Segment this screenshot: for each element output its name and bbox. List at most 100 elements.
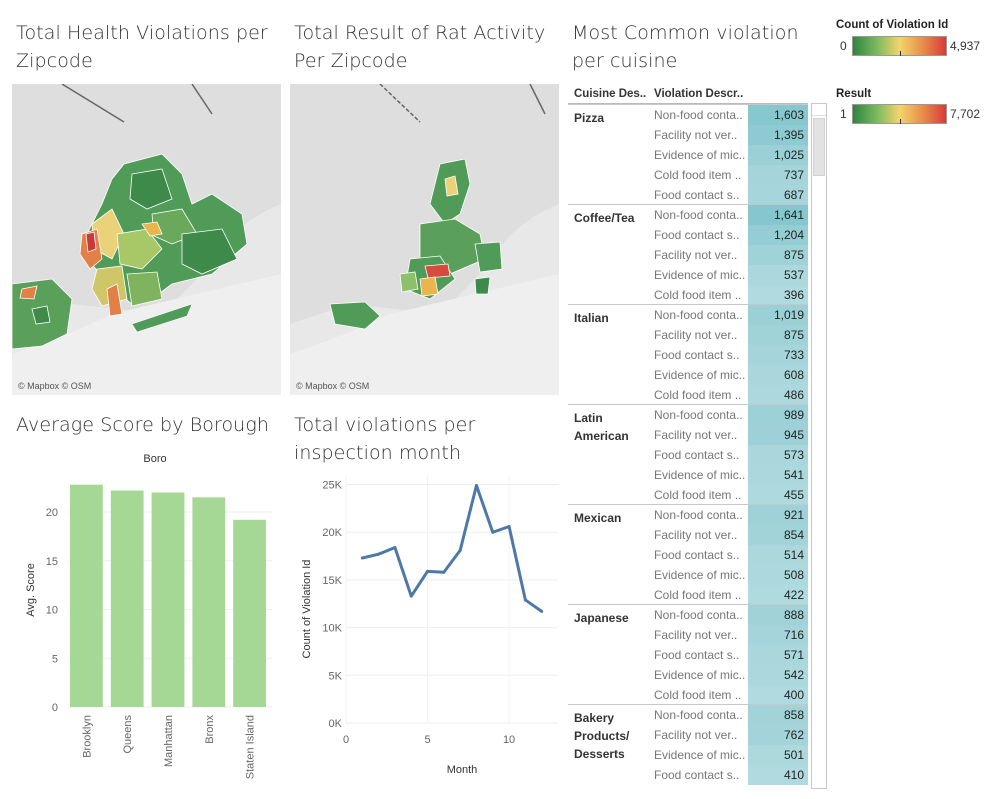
violation-count: 541 bbox=[748, 465, 808, 485]
cuisine-group: Pizza Non-food conta.. 1,603 Facility not v… bbox=[568, 104, 808, 205]
cuisine-label[interactable]: Italian bbox=[574, 311, 609, 325]
monthly-violations-line bbox=[361, 483, 543, 613]
table-row[interactable]: Food contact s.. 514 bbox=[568, 545, 808, 565]
violation-count: 875 bbox=[748, 325, 808, 345]
violation-count: 854 bbox=[748, 525, 808, 545]
violation-description: Non-food conta.. bbox=[654, 608, 743, 622]
result-legend-gradient[interactable] bbox=[852, 104, 947, 124]
table-row[interactable]: Facility not ver.. 945 bbox=[568, 425, 808, 445]
x-axis-title: Month bbox=[447, 764, 478, 776]
violation-count: 1,603 bbox=[748, 105, 808, 125]
violation-count: 422 bbox=[748, 585, 808, 605]
violation-legend-tick bbox=[900, 51, 901, 56]
table-row[interactable]: Food contact s.. 573 bbox=[568, 445, 808, 465]
y-tick-label: 0 bbox=[52, 702, 58, 714]
table-row[interactable]: Evidence of mic.. 501 bbox=[568, 745, 808, 765]
y-tick-label: 5 bbox=[52, 653, 58, 665]
table-row[interactable]: Cold food item .. 422 bbox=[568, 585, 808, 605]
y-tick-label: 20 bbox=[46, 507, 58, 519]
violations-zip-shapes bbox=[12, 153, 248, 350]
rat-map[interactable]: © Mapbox © OSM bbox=[290, 84, 559, 395]
table-row[interactable]: Evidence of mic.. 508 bbox=[568, 565, 808, 585]
violation-description: Evidence of mic.. bbox=[654, 268, 746, 282]
violation-description: Facility not ver.. bbox=[654, 528, 738, 542]
cuisine-label[interactable]: Pizza bbox=[574, 111, 605, 125]
table-row[interactable]: Food contact s.. 1,204 bbox=[568, 225, 808, 245]
table-row[interactable]: Cold food item .. 455 bbox=[568, 485, 808, 505]
line-point bbox=[426, 569, 430, 573]
map-attribution[interactable]: © Mapbox © OSM bbox=[18, 381, 92, 391]
violation-count: 508 bbox=[748, 565, 808, 585]
table-row[interactable]: Non-food conta.. 1,641 bbox=[568, 205, 808, 225]
violation-count: 542 bbox=[748, 665, 808, 685]
violations-map[interactable]: © Mapbox © OSM bbox=[12, 84, 281, 395]
violation-description: Facility not ver.. bbox=[654, 428, 738, 442]
table-row[interactable]: Non-food conta.. 921 bbox=[568, 505, 808, 525]
cuisine-label[interactable]: Mexican bbox=[574, 511, 622, 525]
table-row[interactable]: Cold food item .. 737 bbox=[568, 165, 808, 185]
result-legend-tick bbox=[900, 119, 901, 124]
x-tick-label: 5 bbox=[424, 734, 430, 746]
violation-count: 762 bbox=[748, 725, 808, 745]
violation-description: Food contact s.. bbox=[654, 228, 740, 242]
table-row[interactable]: Facility not ver.. 716 bbox=[568, 625, 808, 645]
violation-count: 945 bbox=[748, 425, 808, 445]
result-legend-max: 7,702 bbox=[950, 107, 981, 121]
table-row[interactable]: Cold food item .. 486 bbox=[568, 385, 808, 405]
table-row[interactable]: Non-food conta.. 888 bbox=[568, 605, 808, 625]
table-row[interactable]: Facility not ver.. 875 bbox=[568, 245, 808, 265]
violation-count: 888 bbox=[748, 605, 808, 625]
x-tick-label: Staten Island bbox=[245, 715, 257, 779]
scroll-thumb[interactable] bbox=[813, 118, 825, 176]
table-row[interactable]: Evidence of mic.. 1,025 bbox=[568, 145, 808, 165]
line-point bbox=[377, 552, 381, 556]
rat-zip-title: Total Result of Rat Activity Per Zipcode bbox=[294, 22, 546, 72]
table-row[interactable]: Non-food conta.. 989 bbox=[568, 405, 808, 425]
table-row[interactable]: Evidence of mic.. 542 bbox=[568, 665, 808, 685]
violation-description: Cold food item .. bbox=[654, 488, 742, 502]
cuisine-label[interactable]: Bakery Products/ Desserts bbox=[574, 711, 630, 761]
table-row[interactable]: Non-food conta.. 1,603 bbox=[568, 105, 808, 125]
violation-description: Non-food conta.. bbox=[654, 408, 743, 422]
table-row[interactable]: Evidence of mic.. 608 bbox=[568, 365, 808, 385]
table-scrollbar[interactable] bbox=[811, 103, 827, 789]
violation-count: 733 bbox=[748, 345, 808, 365]
table-row[interactable]: Facility not ver.. 854 bbox=[568, 525, 808, 545]
table-row[interactable]: Facility not ver.. 762 bbox=[568, 725, 808, 745]
table-row[interactable]: Non-food conta.. 858 bbox=[568, 705, 808, 725]
bar-brooklyn bbox=[70, 484, 103, 707]
table-row[interactable]: Food contact s.. 571 bbox=[568, 645, 808, 665]
violation-description: Non-food conta.. bbox=[654, 308, 743, 322]
rat-zip-shapes bbox=[329, 158, 503, 330]
table-row[interactable]: Cold food item .. 396 bbox=[568, 285, 808, 305]
table-row[interactable]: Cold food item .. 400 bbox=[568, 685, 808, 705]
table-row[interactable]: Food contact s.. 687 bbox=[568, 185, 808, 205]
cuisine-group: Coffee/Tea Non-food conta.. 1,641 Food cont… bbox=[568, 204, 808, 305]
table-row[interactable]: Facility not ver.. 875 bbox=[568, 325, 808, 345]
violations-map-canvas bbox=[12, 84, 281, 395]
cuisine-label[interactable]: Japanese bbox=[574, 611, 629, 625]
table-row[interactable]: Evidence of mic.. 537 bbox=[568, 265, 808, 285]
header-violation[interactable]: Violation Descr.. bbox=[654, 88, 744, 100]
violation-legend-gradient[interactable] bbox=[852, 36, 947, 56]
header-cuisine[interactable]: Cuisine Des.. bbox=[574, 88, 647, 100]
y-tick-label: 10 bbox=[46, 605, 58, 617]
cuisine-label[interactable]: Coffee/Tea bbox=[574, 211, 635, 225]
y-axis-title: Avg. Score bbox=[25, 563, 37, 617]
table-row[interactable]: Evidence of mic.. 541 bbox=[568, 465, 808, 485]
table-row[interactable]: Food contact s.. 733 bbox=[568, 345, 808, 365]
table-row[interactable]: Non-food conta.. 1,019 bbox=[568, 305, 808, 325]
cuisine-violation-table[interactable]: Cuisine Des.. Violation Descr.. Pizza Non… bbox=[568, 84, 830, 790]
violation-description: Evidence of mic.. bbox=[654, 748, 746, 762]
map-attribution-2[interactable]: © Mapbox © OSM bbox=[296, 381, 370, 391]
bar-queens bbox=[110, 490, 144, 707]
violation-description: Evidence of mic.. bbox=[654, 568, 746, 582]
cuisine-label[interactable]: Latin American bbox=[574, 411, 629, 443]
table-row[interactable]: Food contact s.. 410 bbox=[568, 765, 808, 785]
violation-count: 875 bbox=[748, 245, 808, 265]
avg-score-bar-chart: Boro 0 5 10 15 20 Avg. Score Brooklyn Queens Manh… bbox=[25, 453, 272, 779]
scroll-up-arrow[interactable] bbox=[812, 104, 826, 116]
boro-header: Boro bbox=[143, 453, 166, 465]
table-row[interactable]: Facility not ver.. 1,395 bbox=[568, 125, 808, 145]
x-tick-label: 0 bbox=[343, 734, 349, 746]
